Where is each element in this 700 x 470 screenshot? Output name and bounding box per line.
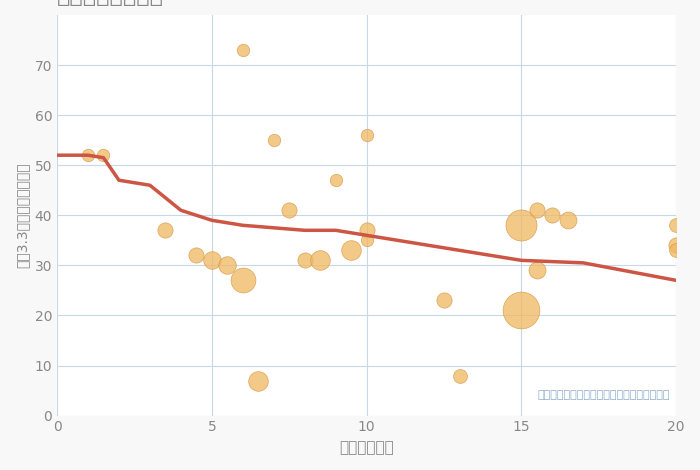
- Point: [314, 257, 326, 264]
- Point: [237, 277, 248, 284]
- Point: [299, 257, 310, 264]
- Point: [268, 136, 279, 144]
- Point: [206, 257, 218, 264]
- Point: [83, 151, 94, 159]
- Point: [531, 206, 542, 214]
- Point: [253, 377, 264, 384]
- Point: [671, 242, 682, 249]
- Point: [671, 247, 682, 254]
- Point: [454, 372, 465, 379]
- Point: [98, 151, 109, 159]
- Point: [361, 132, 372, 139]
- Point: [438, 297, 449, 304]
- Point: [531, 266, 542, 274]
- Point: [562, 217, 573, 224]
- Point: [237, 46, 248, 54]
- Point: [361, 236, 372, 244]
- Text: 駅距離別土地価格: 駅距離別土地価格: [57, 0, 164, 6]
- Point: [346, 247, 357, 254]
- Y-axis label: 坪（3.3㎡）単価（万円）: 坪（3.3㎡）単価（万円）: [15, 163, 29, 268]
- Point: [284, 206, 295, 214]
- Point: [361, 227, 372, 234]
- Point: [191, 251, 202, 259]
- Point: [222, 262, 233, 269]
- Point: [330, 176, 342, 184]
- Point: [516, 221, 527, 229]
- Point: [516, 306, 527, 314]
- Point: [547, 212, 558, 219]
- Text: 円の大きさは、取引のあった物件面積を示す: 円の大きさは、取引のあった物件面積を示す: [538, 390, 670, 400]
- X-axis label: 駅距離（分）: 駅距離（分）: [340, 440, 394, 455]
- Point: [671, 221, 682, 229]
- Point: [160, 227, 171, 234]
